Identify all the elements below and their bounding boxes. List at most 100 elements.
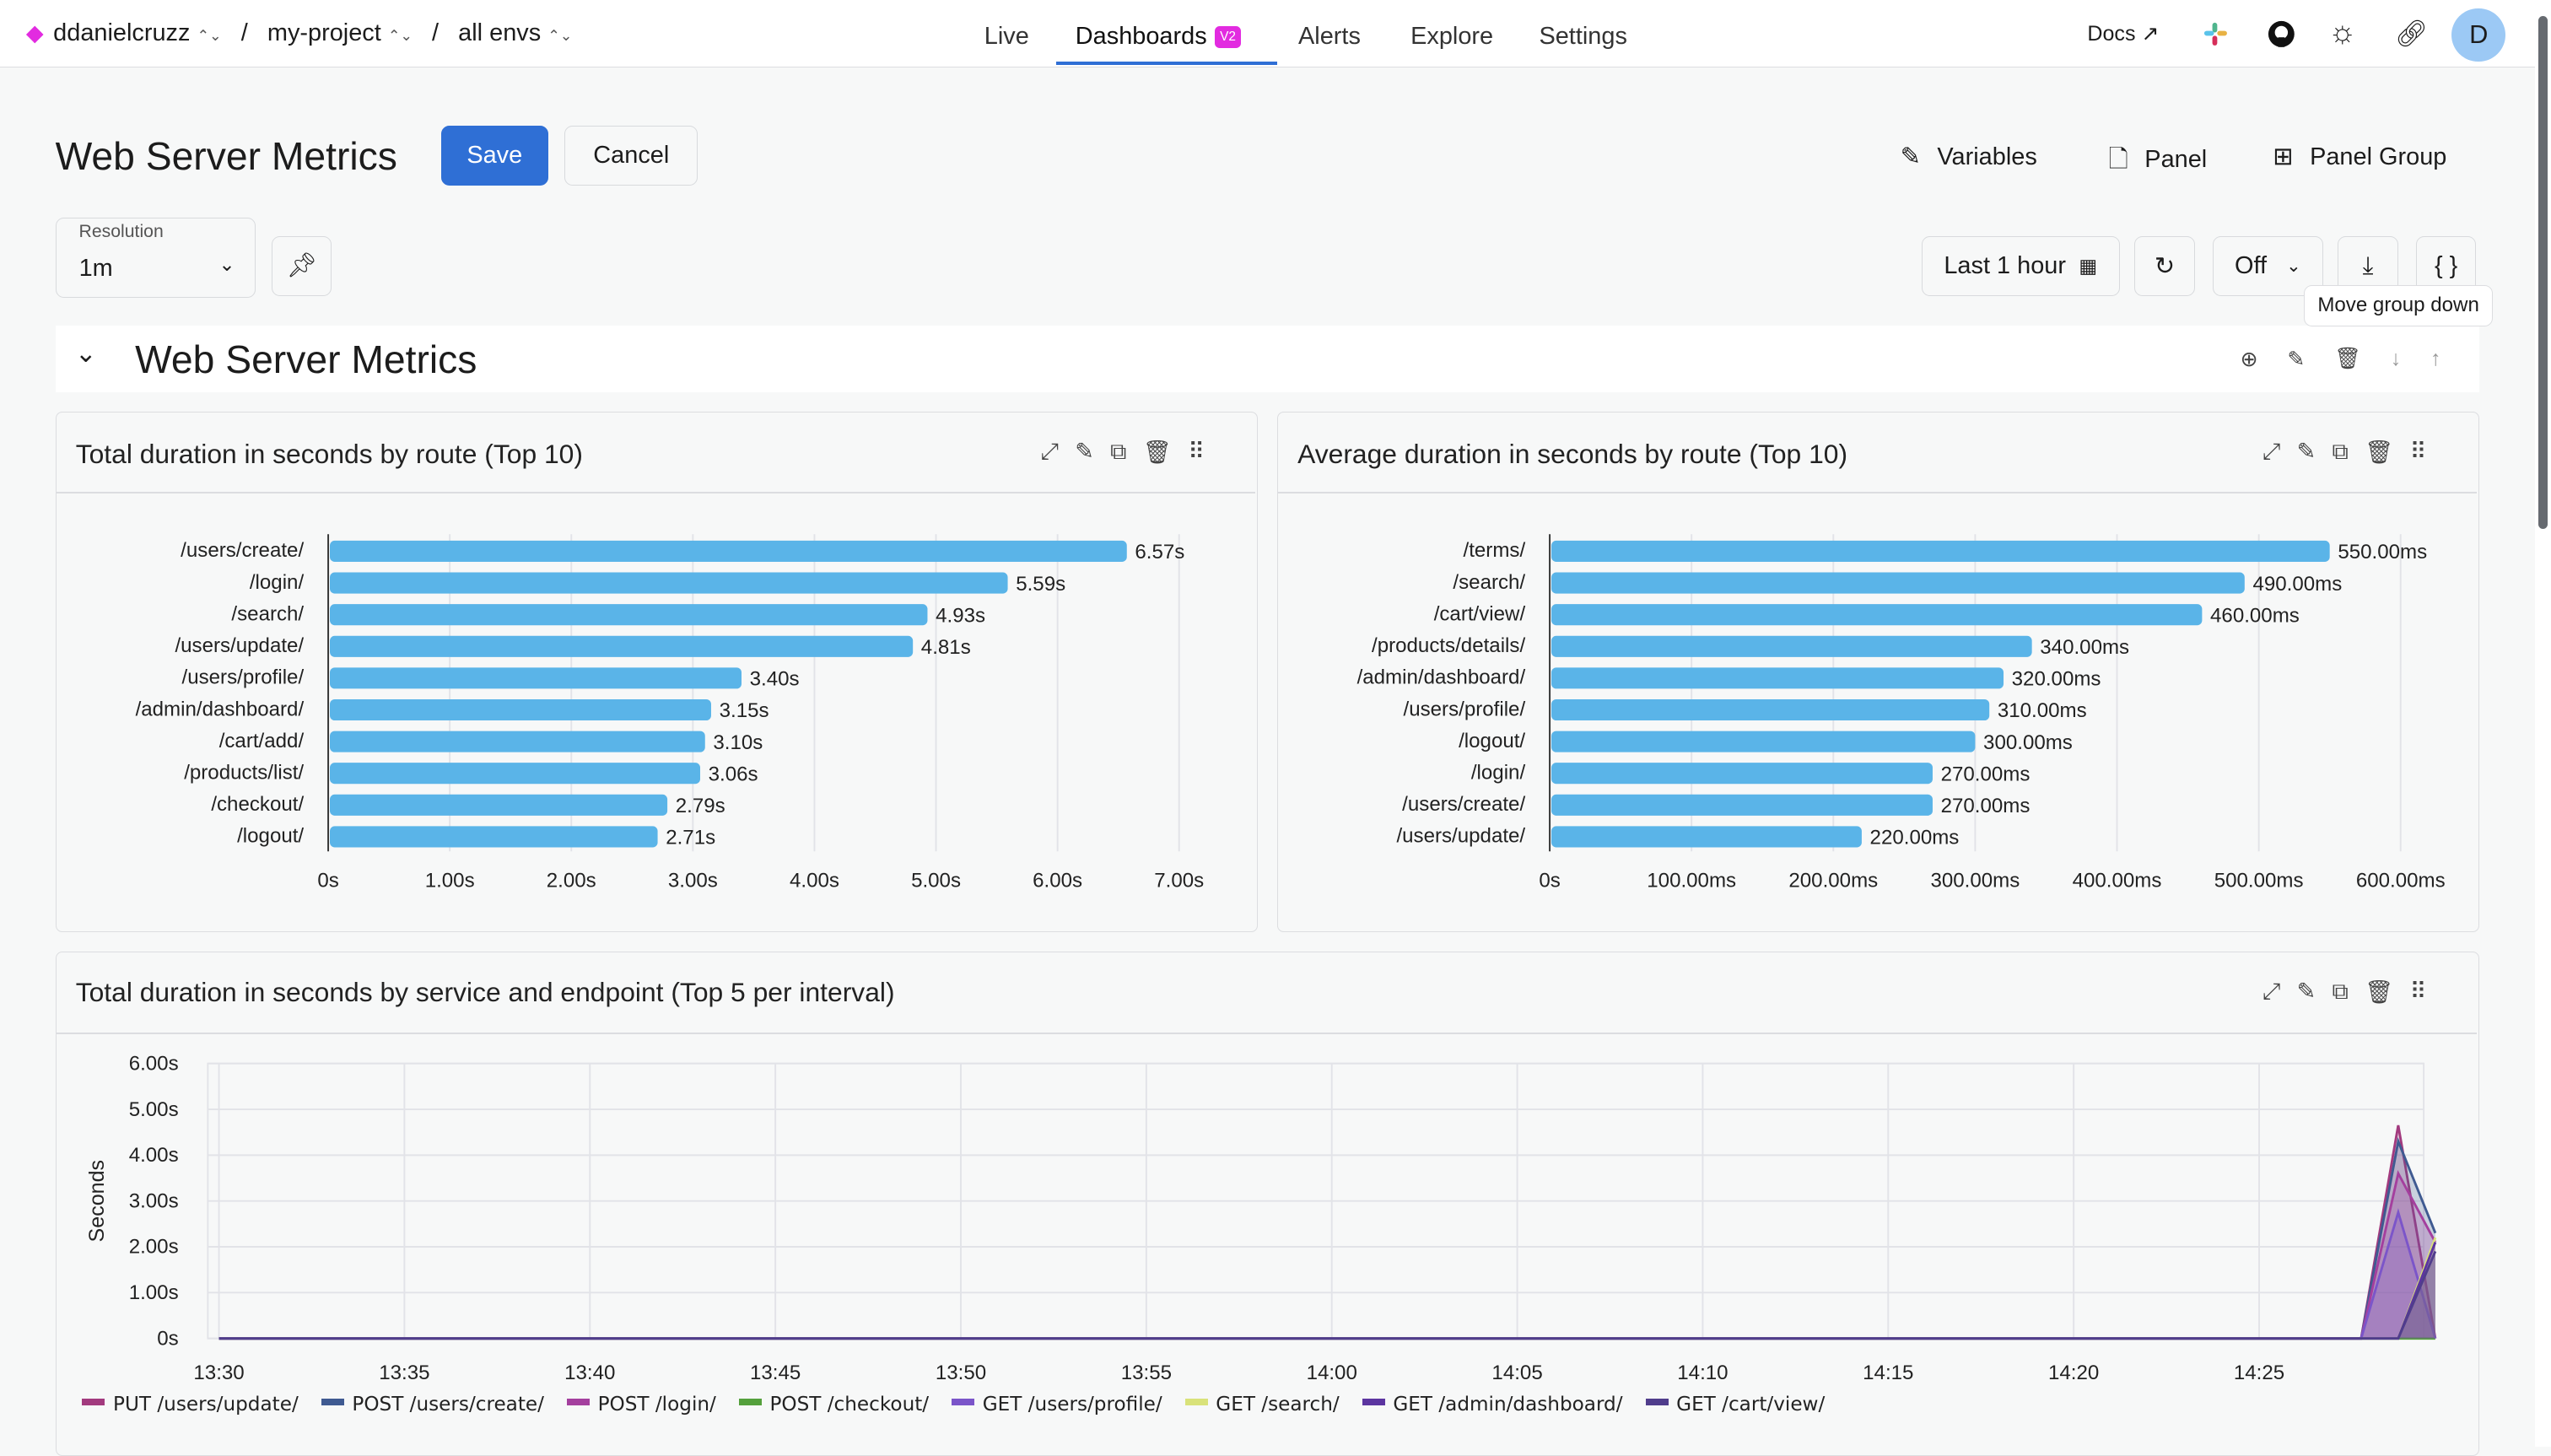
- link-icon[interactable]: 🔗︎: [2394, 19, 2429, 49]
- nav-alerts[interactable]: Alerts: [1298, 23, 1361, 50]
- y-tick-label: 2.00s: [128, 1235, 178, 1258]
- drag-handle-icon[interactable]: ⠿: [2409, 979, 2427, 1005]
- x-tick-label: 14:00: [1306, 1362, 1356, 1384]
- delete-icon[interactable]: 🗑︎: [2365, 979, 2394, 1006]
- legend-swatch: [1362, 1399, 1385, 1406]
- duplicate-icon[interactable]: ⧉: [2332, 979, 2349, 1005]
- docs-link[interactable]: Docs ↗: [2087, 21, 2159, 46]
- collapse-chevron-icon[interactable]: ⌄: [74, 338, 97, 369]
- legend-label: GET /users/profile/: [982, 1393, 1162, 1416]
- legend-item[interactable]: GET /admin/dashboard/: [1362, 1394, 1623, 1416]
- panel-group-label: Panel Group: [2310, 143, 2447, 170]
- sun-icon[interactable]: ☼: [2327, 14, 2357, 50]
- series-line: [218, 1207, 2436, 1340]
- legend-swatch: [566, 1399, 590, 1406]
- y-tick-label: /users/update/: [1396, 825, 1525, 848]
- move-group-up-icon[interactable]: ↑: [2430, 346, 2441, 370]
- sort-icon: ⌃⌄: [547, 27, 573, 45]
- github-icon[interactable]: [2267, 19, 2296, 49]
- y-tick-label: /search/: [231, 603, 304, 626]
- top-bar: [0, 0, 2535, 68]
- nav-settings[interactable]: Settings: [1539, 23, 1627, 50]
- legend-item[interactable]: GET /users/profile/: [952, 1394, 1162, 1416]
- bar: [1551, 604, 2203, 626]
- x-tick-label: 7.00s: [1154, 870, 1204, 892]
- expand-icon[interactable]: ⤢: [2262, 979, 2281, 1005]
- edit-group-icon[interactable]: ✎: [2287, 347, 2306, 371]
- scrollbar-thumb[interactable]: [2538, 16, 2548, 529]
- data-label: 3.10s: [713, 731, 763, 754]
- expand-icon[interactable]: ⤢: [1040, 438, 1059, 464]
- bar: [1551, 636, 2032, 658]
- y-tick-label: /login/: [249, 571, 304, 594]
- duplicate-icon[interactable]: ⧉: [1110, 438, 1127, 464]
- legend-item[interactable]: POST /login/: [566, 1394, 716, 1416]
- series-area: [218, 1237, 2435, 1339]
- data-label: 220.00ms: [1869, 827, 1959, 849]
- x-tick-label: 14:25: [2233, 1362, 2284, 1384]
- resolution-select[interactable]: Resolution 1m ⌄: [55, 218, 256, 298]
- x-tick-label: 6.00s: [1033, 870, 1082, 892]
- x-tick-label: 13:30: [193, 1362, 244, 1384]
- x-tick-label: 14:15: [1863, 1362, 1913, 1384]
- breadcrumb-project[interactable]: my-project ⌃⌄: [267, 19, 413, 47]
- y-tick-label: /cart/view/: [1434, 603, 1526, 626]
- move-group-down-icon[interactable]: ↓: [2390, 346, 2402, 370]
- y-tick-label: 1.00s: [128, 1281, 178, 1304]
- data-label: 490.00ms: [2252, 573, 2342, 596]
- data-label: 3.40s: [749, 668, 799, 691]
- legend-item[interactable]: GET /search/: [1184, 1393, 1340, 1416]
- legend-label: GET /search/: [1216, 1393, 1340, 1416]
- drag-handle-icon[interactable]: ⠿: [2409, 438, 2427, 464]
- y-tick-label: /cart/add/: [218, 730, 304, 752]
- pin-button[interactable]: 📌︎: [272, 235, 332, 296]
- add-panel-button[interactable]: 🗋︎ Panel: [2108, 142, 2207, 183]
- auto-refresh-select[interactable]: Off ⌄: [2212, 235, 2324, 296]
- pin-icon: 📌︎: [286, 252, 318, 280]
- bar: [1551, 541, 2330, 563]
- edit-icon[interactable]: ✎: [1075, 438, 1094, 464]
- bar: [329, 731, 705, 752]
- nav-explore[interactable]: Explore: [1410, 23, 1494, 50]
- nav-dashboards[interactable]: Dashboards V2: [1076, 23, 1241, 51]
- data-label: 320.00ms: [2012, 668, 2101, 691]
- add-panel-icon[interactable]: ⊕: [2240, 347, 2258, 371]
- panel-title: Total duration in seconds by route (Top …: [75, 438, 583, 469]
- legend-item[interactable]: GET /cart/view/: [1645, 1394, 1825, 1416]
- slack-icon[interactable]: [2203, 21, 2229, 47]
- bar: [329, 541, 1127, 563]
- save-button[interactable]: Save: [440, 125, 548, 186]
- time-range-picker[interactable]: Last 1 hour ▦: [1921, 235, 2120, 296]
- bar: [329, 636, 913, 658]
- edit-icon[interactable]: ✎: [2296, 438, 2316, 464]
- expand-icon[interactable]: ⤢: [2262, 438, 2281, 464]
- cancel-button[interactable]: Cancel: [564, 125, 698, 186]
- duplicate-icon[interactable]: ⧉: [2332, 438, 2349, 464]
- avatar[interactable]: D: [2451, 8, 2506, 62]
- refresh-button[interactable]: ↻: [2134, 235, 2195, 296]
- y-tick-label: /users/update/: [175, 634, 304, 657]
- legend-swatch: [1184, 1399, 1208, 1406]
- data-label: 300.00ms: [1983, 731, 2073, 754]
- edit-icon[interactable]: ✎: [2296, 979, 2316, 1005]
- data-label: 3.15s: [719, 700, 769, 723]
- variables-button[interactable]: ✎ Variables: [1901, 142, 2037, 171]
- delete-icon[interactable]: 🗑︎: [2365, 439, 2394, 465]
- add-panel-group-button[interactable]: ⊞ Panel Group: [2273, 142, 2446, 171]
- y-tick-label: /products/list/: [184, 762, 304, 785]
- breadcrumb-env[interactable]: all envs ⌃⌄: [458, 19, 573, 47]
- delete-group-icon[interactable]: 🗑︎: [2334, 346, 2361, 370]
- nav-live[interactable]: Live: [984, 23, 1029, 50]
- x-tick-label: 0s: [317, 870, 338, 892]
- legend-item[interactable]: PUT /users/update/: [82, 1394, 299, 1416]
- version-badge: V2: [1215, 26, 1241, 48]
- legend-label: POST /checkout/: [769, 1393, 930, 1416]
- delete-icon[interactable]: 🗑︎: [1142, 439, 1172, 465]
- legend-item[interactable]: POST /checkout/: [738, 1393, 930, 1416]
- breadcrumb-org[interactable]: ddanielcruzz ⌃⌄: [53, 19, 222, 47]
- data-label: 4.81s: [920, 636, 970, 659]
- drag-handle-icon[interactable]: ⠿: [1188, 438, 1205, 464]
- legend-item[interactable]: POST /users/create/: [321, 1394, 544, 1416]
- x-tick-label: 400.00ms: [2073, 870, 2162, 892]
- x-tick-label: 14:05: [1491, 1362, 1542, 1384]
